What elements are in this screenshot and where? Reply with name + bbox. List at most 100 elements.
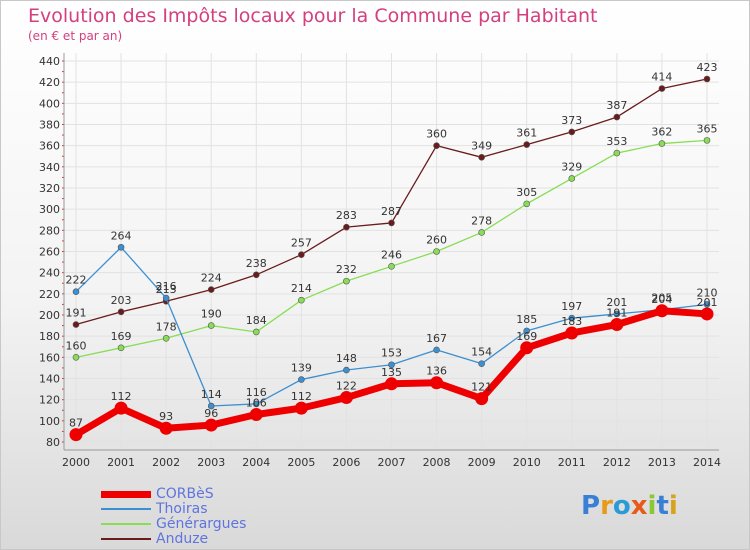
legend-label-thoiras: Thoiras (156, 501, 208, 517)
x-tick-label: 2009 (468, 456, 496, 469)
data-label: 160 (66, 339, 87, 352)
data-label: 414 (651, 71, 672, 84)
data-point (207, 402, 215, 410)
data-point (114, 401, 128, 415)
data-label: 112 (111, 390, 132, 403)
data-label: 169 (516, 330, 537, 343)
y-tick-label: 80 (46, 436, 60, 449)
data-label: 122 (336, 380, 357, 393)
data-label: 204 (651, 293, 672, 306)
data-label: 135 (381, 366, 402, 379)
data-point (613, 310, 621, 318)
data-point (162, 294, 170, 302)
data-label: 154 (471, 346, 492, 359)
y-tick-label: 400 (39, 97, 60, 110)
data-label: 191 (66, 307, 87, 320)
data-label: 373 (561, 114, 582, 127)
data-label: 96 (204, 407, 218, 420)
legend-swatch-thoiras (101, 508, 151, 510)
y-tick-label: 240 (39, 267, 60, 280)
data-label: 185 (516, 313, 537, 326)
data-point (658, 140, 666, 147)
data-point (703, 75, 711, 83)
legend-swatch-anduze (101, 538, 151, 540)
data-point (388, 219, 395, 227)
data-point (252, 271, 260, 279)
data-label: 329 (561, 160, 582, 173)
data-label: 93 (159, 410, 173, 423)
y-tick-label: 360 (39, 140, 60, 153)
data-point (568, 314, 576, 322)
data-point (703, 301, 711, 308)
data-point (523, 141, 531, 148)
data-point (72, 288, 80, 296)
data-point (72, 321, 80, 328)
data-label: 184 (246, 314, 267, 327)
data-point (430, 376, 444, 390)
data-label: 214 (291, 282, 312, 295)
data-label: 353 (606, 135, 627, 148)
data-point (568, 175, 576, 182)
data-label: 87 (69, 417, 83, 430)
data-point (565, 326, 579, 340)
data-point (343, 223, 350, 231)
x-tick-label: 2006 (332, 456, 360, 469)
data-label: 260 (426, 234, 447, 247)
legend-label-corbes: CORBèS (156, 486, 214, 502)
x-tick-label: 2001 (107, 456, 135, 469)
data-point (294, 401, 308, 415)
y-tick-label: 160 (39, 351, 60, 364)
y-tick-label: 140 (39, 373, 60, 386)
data-point (610, 318, 624, 332)
x-tick-label: 2010 (513, 456, 541, 469)
data-label: 153 (381, 347, 402, 360)
data-point (475, 392, 489, 406)
y-tick-label: 440 (39, 55, 60, 68)
y-tick-label: 220 (39, 288, 60, 301)
data-point (433, 142, 440, 149)
x-tick-label: 2003 (197, 456, 225, 469)
data-point (613, 113, 621, 121)
y-tick-label: 320 (39, 182, 60, 195)
data-point (613, 149, 621, 157)
data-label: 238 (246, 257, 267, 270)
data-label: 178 (156, 320, 177, 333)
y-tick-label: 200 (39, 309, 60, 322)
data-label: 201 (697, 296, 718, 309)
data-point (343, 277, 350, 285)
proxiti-logo: Proxiti (581, 491, 678, 521)
data-point (520, 341, 534, 355)
legend-swatch-corbes (101, 491, 151, 498)
data-point (658, 85, 666, 92)
data-point (298, 296, 305, 304)
data-label: 114 (201, 388, 222, 401)
y-tick-label: 120 (39, 394, 60, 407)
data-label: 136 (426, 365, 447, 378)
data-point (159, 421, 173, 435)
y-tick-label: 380 (39, 119, 60, 132)
data-point (655, 304, 669, 318)
data-label: 246 (381, 248, 402, 261)
data-label: 116 (246, 386, 267, 399)
data-point (703, 137, 711, 144)
data-label: 167 (426, 332, 447, 345)
data-point (433, 346, 440, 354)
data-point (117, 308, 125, 316)
data-label: 423 (697, 61, 718, 74)
data-point (343, 366, 350, 374)
chart-title: Evolution des Impôts locaux pour la Comm… (28, 5, 598, 27)
data-point (700, 307, 714, 321)
x-tick-label: 2000 (62, 456, 90, 469)
data-point (478, 360, 485, 367)
data-point (388, 361, 395, 369)
y-tick-label: 420 (39, 76, 60, 89)
data-label: 148 (336, 352, 357, 365)
data-point (117, 243, 125, 251)
y-tick-label: 260 (39, 246, 60, 259)
data-label: 191 (606, 307, 627, 320)
data-label: 197 (561, 300, 582, 313)
data-point (478, 154, 485, 161)
data-point (523, 327, 531, 335)
data-label: 112 (291, 390, 312, 403)
